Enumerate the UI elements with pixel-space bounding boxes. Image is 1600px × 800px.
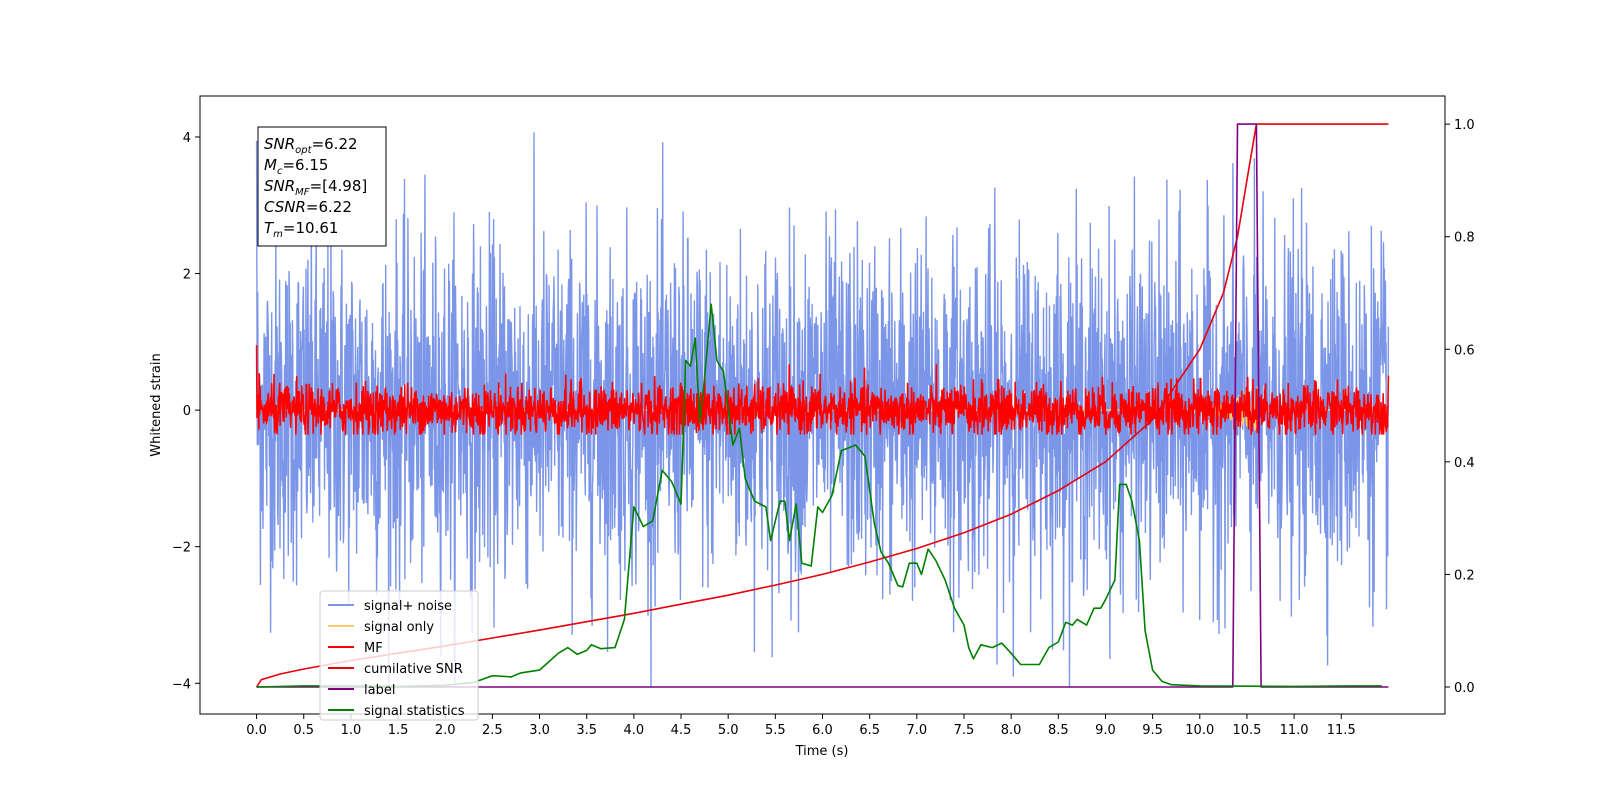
annotation-symbol: T [264,219,275,237]
y-left-tick-label: 0 [183,404,191,419]
y-right-tick-label: 0.4 [1454,456,1475,471]
y-right-tick-label: 0.2 [1454,568,1475,583]
legend: signal+ noise signal only MF cumilative SNR… [319,590,479,721]
legend-label: signal only [364,620,434,635]
legend-label: label [364,683,395,698]
x-tick-label: 9.0 [1095,723,1116,738]
y-left-tick-label: −2 [172,541,191,556]
x-tick-label: 4.0 [624,723,645,738]
annotation-line: SNRopt=6.22 [264,135,358,156]
legend-label: signal+ noise [364,599,452,614]
annotation-line: SNRMF=[4.98] [264,177,367,198]
y-left-tick-label: 4 [183,131,191,146]
legend-label: cumilative SNR [364,662,463,677]
legend-label: MF [364,641,383,656]
annotation-value: =6.15 [282,156,328,174]
x-tick-label: 6.5 [859,723,880,738]
annotation-subscript: MF [295,187,310,198]
x-tick-label: 0.0 [246,723,267,738]
y-right-tick-label: 0.0 [1454,681,1475,696]
annotation-symbol: M [264,156,277,174]
x-tick-label: 3.0 [529,723,550,738]
series-line [255,345,1390,435]
annotation-value: =6.22 [312,135,358,153]
x-tick-label: 8.5 [1048,723,1069,738]
annotation-line: Mc=6.15 [264,156,328,177]
annotation-subscript: c [277,166,283,177]
y-right-tick-label: 1.0 [1454,118,1475,133]
x-tick-label: 5.5 [765,723,786,738]
x-tick-label: 7.5 [954,723,975,738]
x-tick-label: 11.5 [1327,723,1356,738]
annotation-frame [257,126,387,247]
annotation-symbol: SNR [264,135,295,153]
series-line [256,303,1382,688]
annotation-line: Tm=10.61 [264,219,338,240]
annotation-value: =10.61 [283,219,339,237]
y-right-tick-label: 0.6 [1454,343,1475,358]
annotation-subscript: opt [295,145,312,156]
annotation-line: CSNR=6.22 [264,198,352,216]
x-tick-label: 2.5 [482,723,503,738]
x-tick-label: 9.5 [1142,723,1163,738]
x-tick-label: 7.0 [906,723,927,738]
series-line [255,132,1390,688]
annotation-value: =6.22 [306,198,352,216]
annotation-symbol: CSNR [264,198,306,216]
y-right-tick-label: 0.8 [1454,231,1475,246]
x-tick-label: 3.5 [576,723,597,738]
y-left-tick-label: 2 [183,268,191,283]
x-tick-label: 2.0 [435,723,456,738]
y-left-tick-label: −4 [172,677,191,692]
x-tick-label: 5.0 [718,723,739,738]
x-tick-label: 1.5 [388,723,409,738]
legend-label: signal statistics [364,704,465,719]
x-tick-label: 6.0 [812,723,833,738]
x-tick-label: 11.0 [1280,723,1309,738]
x-axis-label: Time (s) [795,744,849,759]
x-tick-label: 8.0 [1001,723,1022,738]
y-axis-label: Whitened strain [149,353,164,456]
legend-frame [319,590,479,721]
x-tick-label: 1.0 [341,723,362,738]
annotation-symbol: SNR [264,177,295,195]
x-tick-label: 10.5 [1232,723,1261,738]
annotation-value: =[4.98] [310,177,368,195]
x-tick-label: 10.0 [1185,723,1214,738]
annotation-subscript: m [273,229,283,240]
x-tick-label: 0.5 [293,723,314,738]
stats-annotation-box: SNRopt=6.22Mc=6.15SNRMF=[4.98]CSNR=6.22T… [257,126,387,247]
x-tick-label: 4.5 [671,723,692,738]
